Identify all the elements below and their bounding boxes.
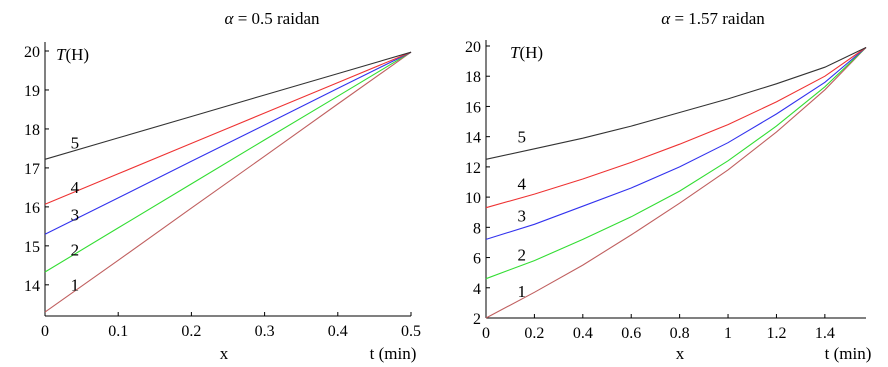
y-tick-label: 10 — [465, 190, 481, 207]
x-ticks: 0 0.1 0.2 0.3 0.4 0.5 — [41, 312, 421, 340]
x-axis-label: x — [220, 344, 229, 363]
x-tick-label: 0.1 — [108, 323, 128, 340]
series-label-5: 5 — [71, 133, 80, 152]
y-tick-label: 2 — [473, 311, 481, 328]
series-label-3: 3 — [71, 206, 80, 225]
series-label-4: 4 — [71, 178, 80, 197]
x-tick-label: 0.4 — [573, 325, 593, 342]
series-label-5: 5 — [517, 128, 526, 147]
x-axis-label: x — [676, 344, 685, 363]
x-tick-label: 0.6 — [621, 325, 641, 342]
y-tick-label: 15 — [24, 239, 40, 256]
series-line-1 — [44, 51, 412, 313]
y-axis-label: T(H) — [510, 43, 543, 62]
x-tick-label: 0.2 — [181, 323, 201, 340]
x-tick-label: 0.2 — [524, 325, 544, 342]
series-labels: 1 2 3 4 5 — [71, 133, 80, 294]
chart-alpha-0-5: α = 0.5 raidan T(H) x t (min) 0 0.1 0.2 0.3… — [24, 9, 421, 363]
x-ticks: 0 0.2 0.4 0.6 0.8 1 1.2 1.4 — [482, 314, 835, 342]
series-line-3 — [44, 51, 412, 235]
chart-alpha-1-57: α = 1.57 raidan T(H) x t (min) 0 0.2 0.4 0.… — [465, 9, 871, 363]
x-tick-label: 1.4 — [815, 325, 835, 342]
series-line-4 — [485, 47, 867, 209]
y-tick-label: 14 — [24, 278, 40, 295]
x-tick-label: 0.3 — [255, 323, 275, 340]
y-tick-label: 20 — [24, 44, 40, 61]
x-tick-label: 0.8 — [670, 325, 690, 342]
series-label-1: 1 — [71, 276, 80, 295]
y-tick-label: 14 — [465, 130, 481, 147]
y-tick-label: 4 — [473, 281, 481, 298]
series-line-4 — [44, 51, 412, 205]
y-tick-label: 20 — [465, 39, 481, 56]
x-tick-label: 1.2 — [766, 325, 786, 342]
series-labels: 1 2 3 4 5 — [517, 128, 526, 301]
x-axis-label-right: t (min) — [825, 344, 872, 363]
chart-title: α = 1.57 raidan — [661, 9, 765, 28]
series-line-2 — [485, 47, 867, 280]
y-tick-label: 16 — [24, 200, 40, 217]
y-tick-label: 17 — [24, 161, 40, 178]
y-tick-label: 6 — [473, 251, 481, 268]
y-tick-label: 18 — [465, 69, 481, 86]
series-label-1: 1 — [517, 282, 526, 301]
series-label-4: 4 — [517, 175, 526, 194]
x-tick-label: 0.4 — [328, 323, 348, 340]
series-label-2: 2 — [517, 246, 526, 265]
y-tick-label: 12 — [465, 160, 481, 177]
chart-title: α = 0.5 raidan — [225, 9, 321, 28]
series-line-5 — [485, 47, 867, 160]
series-lines — [44, 51, 412, 313]
series-label-2: 2 — [71, 241, 80, 260]
y-ticks: 14 15 16 17 18 19 20 — [24, 44, 49, 295]
series-lines — [485, 47, 867, 319]
series-label-3: 3 — [517, 206, 526, 225]
series-line-3 — [485, 47, 867, 240]
y-tick-label: 16 — [465, 99, 481, 116]
y-tick-label: 8 — [473, 220, 481, 237]
x-tick-label: 0 — [41, 323, 49, 340]
x-axis-label-right: t (min) — [370, 344, 417, 363]
y-tick-label: 19 — [24, 83, 40, 100]
series-line-1 — [485, 47, 867, 319]
y-ticks: 2 4 6 8 10 12 14 16 18 20 — [465, 39, 490, 328]
x-tick-label: 0 — [482, 325, 490, 342]
series-line-2 — [44, 51, 412, 273]
x-tick-label: 0.5 — [401, 323, 421, 340]
y-axis-label: T(H) — [56, 45, 89, 64]
x-tick-label: 1 — [724, 325, 732, 342]
series-line-5 — [44, 51, 412, 160]
y-tick-label: 18 — [24, 122, 40, 139]
